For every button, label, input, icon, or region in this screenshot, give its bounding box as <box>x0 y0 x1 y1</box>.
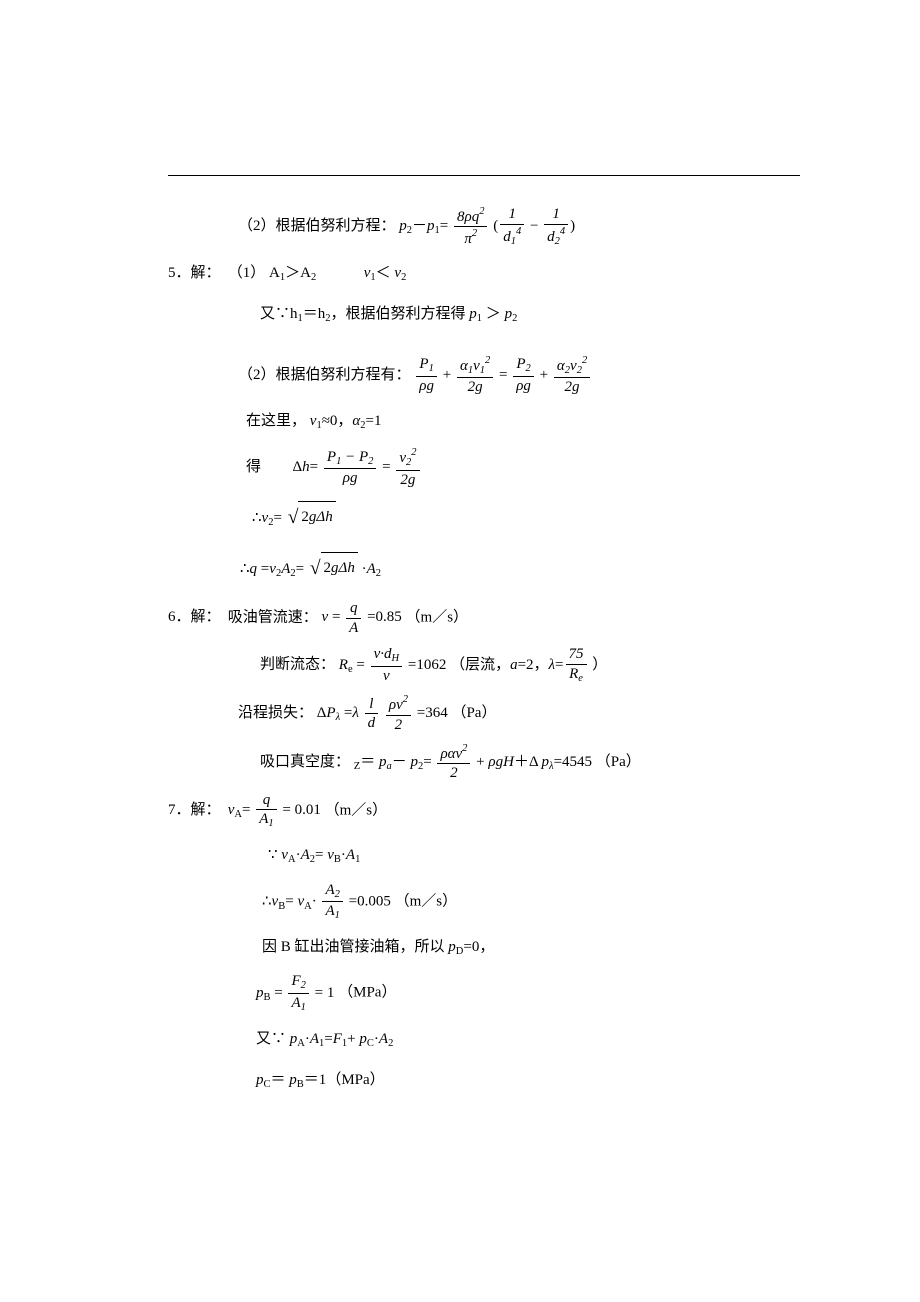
p7-vA-val: 0.01 <box>295 802 321 818</box>
p7-line1: 7．解： vA= qA1 = 0.01 （m／s） <box>168 792 800 830</box>
p5-line2: 又∵h1＝h2，根据伯努利方程得 p1 ＞ p2 <box>168 299 800 331</box>
p7-line5: pB = F2A1 = 1 （MPa） <box>168 973 800 1013</box>
p5-part1-concl: p1 ＞ p2 <box>469 306 517 322</box>
p6-v-expr: v = qA =0.85 <box>322 609 406 625</box>
p5-part2-label: （2） <box>238 367 276 383</box>
p6-dPl-expr: ΔPλ =λ ld ρv22 =364 <box>317 705 452 721</box>
p7-line3: ∴vB= vA· A2A1 =0.005 （m／s） <box>168 882 800 922</box>
p6-v-val: 0.85 <box>376 609 402 625</box>
p7-pB-expr: pB = F2A1 = 1 <box>256 985 338 1001</box>
p6-vac-val: 4545 <box>562 754 592 770</box>
p5-deltah-lead: 得 <box>246 459 261 475</box>
p5-part1-rel2: v1＜ v2 <box>364 265 407 281</box>
p7-line7: pC＝ pB＝1（MPa） <box>168 1065 800 1097</box>
p6-unit-ms-1: （m／s） <box>406 609 469 625</box>
p7-unit-ms-1: （m／s） <box>325 802 388 818</box>
p6-line1: 6．解： 吸油管流速： v = qA =0.85 （m／s） <box>168 600 800 636</box>
p5-part1-label: （1） <box>228 265 266 281</box>
p7-label: 7．解： <box>168 795 224 827</box>
p6-unit-pa-2: （Pa） <box>596 754 641 770</box>
p7-pD: pD=0， <box>448 939 494 955</box>
p6-line4: 吸口真空度： Z＝ pa－ p2= ραv22 + ρgH＋Δ pλ=4545 … <box>168 743 800 782</box>
p6-lead2: 判断流态： <box>260 657 335 673</box>
p5-label: 5．解： <box>168 258 224 290</box>
p6-line2: 判断流态： Re = v·dHν =1062 （层流，a=2，λ=75Re ） <box>168 646 800 684</box>
p5-q-line: ∴q =v2A2= √2gΔh ·A2 <box>168 549 800 590</box>
p6-unit-pa-1: （Pa） <box>451 705 496 721</box>
p7-unit-ms-2: （m／s） <box>395 893 458 909</box>
p5-line1: 5．解： （1） A1＞A2 v1＜ v2 <box>168 258 800 290</box>
p6-dPl-val: 364 <box>425 705 448 721</box>
p4-part2-lead: （2）根据伯努利方程： <box>168 211 396 243</box>
p6-label: 6．解： <box>168 602 224 634</box>
p6-re-val: 1062 <box>416 657 446 673</box>
p5-here-pre: 在这里， <box>246 413 306 429</box>
p7-vA-expr: vA= qA1 = 0.01 <box>228 802 325 818</box>
p5-v2-line: ∴v2= √2gΔh <box>168 498 800 539</box>
p6-lead3: 沿程损失： <box>238 705 313 721</box>
p5-bernoulli-expr: P1ρg + α1v122g = P2ρg + α2v222g <box>414 367 592 383</box>
p6-re-expr: Re = v·dHν =1062 <box>339 657 450 673</box>
p6-re-note: （层流，a=2，λ=75Re ） <box>450 657 607 673</box>
p5-deltah-expr: Δh= P1 − P2ρg = v222g <box>293 459 422 475</box>
p5-here-line: 在这里， v1≈0，α2=1 <box>168 406 800 438</box>
top-rule <box>168 175 800 176</box>
p6-line3: 沿程损失： ΔPλ =λ ld ρv22 =364 （Pa） <box>168 694 800 733</box>
p5-part1-rel1: A1＞A2 <box>269 265 316 281</box>
p7-line6: 又∵ pA·A1=F1+ pC·A2 <box>168 1024 800 1056</box>
p7-line4: 因 B 缸出油管接油箱，所以 pD=0， <box>168 932 800 964</box>
p7-reason: 因 B 缸出油管接油箱，所以 <box>262 939 445 955</box>
p5-here-vals: v1≈0，α2=1 <box>310 413 382 429</box>
p6-lead4: 吸口真空度： <box>260 754 350 770</box>
p5-part2-lead-wrap: （2）根据伯努利方程有： <box>168 360 411 392</box>
p5-part1-line2-pre: 又∵h1＝h2，根据伯努利方程得 <box>260 306 466 322</box>
p7-line2: ∵ vA·A2= vB·A1 <box>168 840 800 872</box>
p4-part2: （2）根据伯努利方程： p2－p1= 8ρq2π2 (1d14 − 1d24) <box>168 206 800 248</box>
p7-vB-val: 0.005 <box>357 893 391 909</box>
p6-lead1: 吸油管流速： <box>228 609 318 625</box>
p4-part2-expr: p2－p1= 8ρq2π2 (1d14 − 1d24) <box>399 218 575 234</box>
p5-deltah-line: 得 Δh= P1 − P2ρg = v222g <box>168 447 800 488</box>
p5-part2-line1: （2）根据伯努利方程有： P1ρg + α1v122g = P2ρg + α2v… <box>168 355 800 396</box>
p6-vac-expr: Z＝ pa－ p2= ραv22 + ρgH＋Δ pλ=4545 <box>354 754 596 770</box>
p7-unit-mpa-1: （MPa） <box>338 985 396 1001</box>
p5-part2-lead: 根据伯努利方程有： <box>276 367 411 383</box>
